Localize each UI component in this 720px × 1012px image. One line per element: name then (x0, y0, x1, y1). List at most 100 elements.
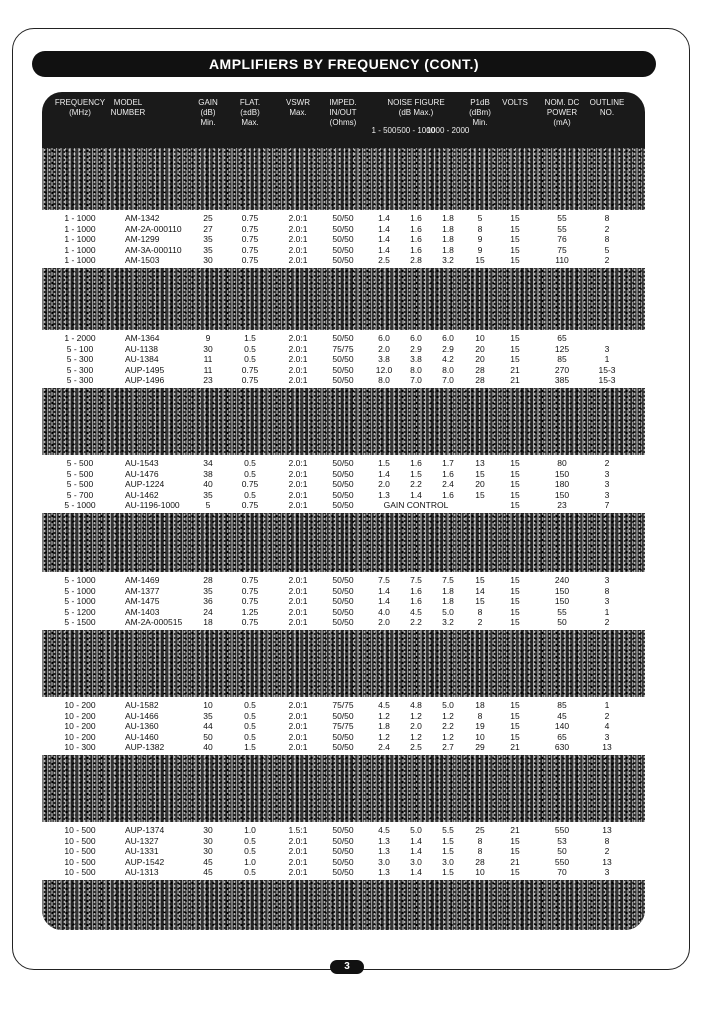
table-cell: 55 (557, 213, 567, 223)
table-cell: 2.2 (410, 479, 422, 490)
table-cell: 15 (510, 468, 520, 479)
table-cell: 5 - 1000 (64, 596, 96, 607)
table-cell: 3 (604, 343, 610, 354)
obscured-rows (42, 880, 645, 930)
table-cell: 50/50 (332, 244, 354, 255)
table-cell: 0.5 (244, 468, 256, 479)
table-cell: 5 - 1200 (64, 606, 96, 617)
table-cell: 2.4 (378, 742, 390, 753)
table-cell: 0.75 (241, 575, 259, 585)
table-cell: 50/50 (332, 234, 354, 245)
table-cell: 1.5 (244, 333, 256, 343)
table-cell: 28 (475, 856, 485, 867)
table-cell: 0.5 (244, 343, 256, 354)
table-cell: AU-1360 (125, 721, 159, 732)
table-cell: 1.2 (410, 731, 422, 742)
column-header: 500 - 1000 (396, 126, 436, 135)
table-cell: 2.9 (410, 343, 422, 354)
table-cell: 15 (510, 596, 520, 607)
table-cell: AUP-1374 (125, 825, 165, 835)
table-cell: 1.4 (410, 846, 422, 857)
table-cell: 2.0:1 (288, 500, 308, 511)
table-cell: 2 (477, 617, 483, 628)
table-cell: 75 (557, 244, 567, 255)
table-cell: 150 (554, 489, 570, 500)
table-cell: 1.5 (442, 867, 454, 878)
table-cell: 1.6 (410, 244, 422, 255)
table-cell: 2.0:1 (288, 489, 308, 500)
table-cell: AUP-1382 (125, 742, 165, 753)
column-header: FLAT. (±dB) Max. (239, 98, 261, 127)
table-cell: 1.3 (378, 867, 390, 878)
table-cell: 270 (554, 364, 570, 375)
table-cell: 2.0:1 (288, 354, 308, 365)
table-cell: 30 (203, 255, 213, 266)
row-band (42, 330, 645, 388)
table-cell: 11 (203, 364, 213, 375)
table-cell: AU-1460 (125, 731, 159, 742)
table-cell: 76 (557, 234, 567, 245)
table-cell: 40 (203, 479, 213, 490)
table-cell: 5 - 300 (66, 354, 94, 365)
table-cell: 35 (203, 234, 213, 245)
table-cell: GAIN CONTROL (383, 500, 449, 511)
table-cell: 2.0:1 (288, 255, 308, 266)
table-cell: 50/50 (332, 856, 354, 867)
table-cell: 1.4 (378, 596, 390, 607)
table-cell: 18 (203, 617, 213, 628)
table-cell: 7.5 (378, 575, 390, 585)
table-cell: 11 (203, 354, 213, 365)
table-cell: 2.0 (378, 479, 390, 490)
table-cell: 28 (203, 575, 213, 585)
table-cell: 7.5 (410, 575, 422, 585)
table-cell: 50/50 (332, 617, 354, 628)
column-header: VSWR Max. (286, 98, 310, 117)
table-cell: 50/50 (332, 333, 354, 343)
table-cell: 2.7 (442, 742, 454, 753)
table-cell: AUP-1495 (125, 364, 165, 375)
table-cell: 630 (554, 742, 570, 753)
table-cell: 50/50 (332, 458, 354, 468)
table-cell: 8.0 (378, 375, 390, 386)
table-cell: 5 - 1500 (64, 617, 96, 628)
table-cell: 4.5 (378, 825, 390, 835)
table-cell: 15 (510, 710, 520, 721)
table-cell: 1.5 (442, 846, 454, 857)
table-cell: AU-1466 (125, 710, 159, 721)
table-cell: 1.8 (442, 213, 454, 223)
table-cell: 13 (602, 742, 612, 753)
table-cell: 2.0:1 (288, 617, 308, 628)
table-cell: 1 (604, 606, 610, 617)
table-cell: 150 (554, 585, 570, 596)
table-cell: 8.0 (410, 364, 422, 375)
table-cell: 10 - 500 (64, 867, 96, 878)
table-cell: 3.2 (442, 617, 454, 628)
table-cell: 44 (203, 721, 213, 732)
table-cell: 50/50 (332, 575, 354, 585)
table-cell: 0.75 (241, 375, 259, 386)
table-cell: AU-1543 (125, 458, 159, 468)
table-cell: 5 - 1000 (64, 585, 96, 596)
table-cell: AM-1342 (125, 213, 160, 223)
table-cell: 7.5 (442, 575, 454, 585)
table-cell: 4.8 (410, 700, 422, 710)
table-cell: 2 (604, 617, 610, 628)
column-header: P1dB (dBm) Min. (469, 98, 491, 127)
table-cell: 2.0 (378, 343, 390, 354)
table-cell: 50/50 (332, 606, 354, 617)
table-cell: AU-1327 (125, 835, 159, 846)
table-cell: 1.4 (410, 489, 422, 500)
table-cell: 50/50 (332, 223, 354, 234)
table-cell: 1.4 (378, 223, 390, 234)
table-cell: 1.6 (410, 213, 422, 223)
table-cell: 15 (475, 255, 485, 266)
table-cell: AU-1384 (125, 354, 159, 365)
column-header: IMPED. IN/OUT (Ohms) (329, 98, 357, 127)
table-cell: 2.2 (442, 721, 454, 732)
table-cell: 2.0:1 (288, 867, 308, 878)
table-cell: 2.0:1 (288, 375, 308, 386)
table-cell: 0.75 (241, 223, 259, 234)
table-cell: 1 - 1000 (64, 255, 96, 266)
table-cell: 9 (477, 234, 483, 245)
table-cell: 50/50 (332, 835, 354, 846)
